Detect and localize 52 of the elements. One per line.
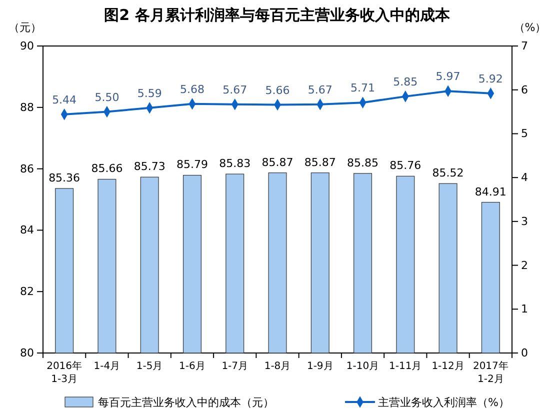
legend-label: 主营业务收入利润率（%） xyxy=(378,396,510,409)
y2-tick-label: 3 xyxy=(521,214,528,228)
data-label: 5.44 xyxy=(52,93,77,106)
y-axis-title: （元） xyxy=(8,21,42,34)
data-label: 85.87 xyxy=(304,156,336,169)
x-tick-label: 2017年 1-2月 xyxy=(472,360,508,385)
y2-tick-label: 2 xyxy=(521,258,528,272)
data-label: 85.79 xyxy=(176,158,208,172)
y2-axis-title: （%） xyxy=(514,21,546,34)
data-label: 84.91 xyxy=(474,185,506,198)
y-tick-label: 82 xyxy=(20,285,34,298)
y-tick-label: 88 xyxy=(20,100,34,114)
data-label: 85.85 xyxy=(347,156,379,170)
x-tick-label: 2016年 1-3月 xyxy=(46,360,82,385)
y2-tick-label: 7 xyxy=(521,40,528,53)
data-label: 85.76 xyxy=(390,159,422,172)
data-label: 85.73 xyxy=(134,160,166,174)
data-label: 85.66 xyxy=(91,162,123,176)
legend-label: 每百元主营业务收入中的成本（元） xyxy=(98,396,274,409)
data-label: 5.59 xyxy=(137,86,162,100)
y-tick-label: 90 xyxy=(20,40,34,53)
x-tick-label: 1-4月 xyxy=(94,361,120,372)
y2-tick-label: 1 xyxy=(521,302,528,316)
y-tick-label: 86 xyxy=(20,162,34,176)
data-label: 5.92 xyxy=(478,72,503,86)
data-label: 5.67 xyxy=(308,83,332,96)
data-label: 5.68 xyxy=(180,82,204,96)
y-tick-label: 84 xyxy=(20,224,34,237)
x-tick-label: 1-10月 xyxy=(346,361,380,372)
data-label: 85.87 xyxy=(262,156,294,169)
x-tick-label: 1-9月 xyxy=(306,361,334,372)
x-tick-label: 1-6月 xyxy=(179,361,206,372)
data-label: 5.85 xyxy=(393,75,418,88)
x-tick-label: 1-5月 xyxy=(136,361,163,372)
data-label: 85.52 xyxy=(432,166,464,180)
y2-tick-label: 0 xyxy=(521,346,528,360)
x-tick-label: 1-12月 xyxy=(432,361,464,372)
data-label: 5.66 xyxy=(265,84,290,97)
x-tick-label: 1-11月 xyxy=(389,361,422,372)
data-label: 5.97 xyxy=(436,70,460,84)
data-label: 5.50 xyxy=(94,90,120,104)
data-label: 5.67 xyxy=(222,83,248,96)
y2-tick-label: 4 xyxy=(521,171,528,184)
chart-title: 图2 各月累计利润率与每百元主营业务收入中的成本 xyxy=(104,6,451,24)
y2-tick-label: 5 xyxy=(521,127,528,140)
data-label: 5.71 xyxy=(350,82,376,95)
x-tick-label: 1-7月 xyxy=(222,361,248,372)
data-label: 85.83 xyxy=(219,157,251,170)
y2-tick-label: 6 xyxy=(521,83,528,96)
x-tick-label: 1-8月 xyxy=(264,361,291,372)
y-tick-label: 80 xyxy=(20,346,34,360)
data-label: 85.36 xyxy=(48,171,80,184)
